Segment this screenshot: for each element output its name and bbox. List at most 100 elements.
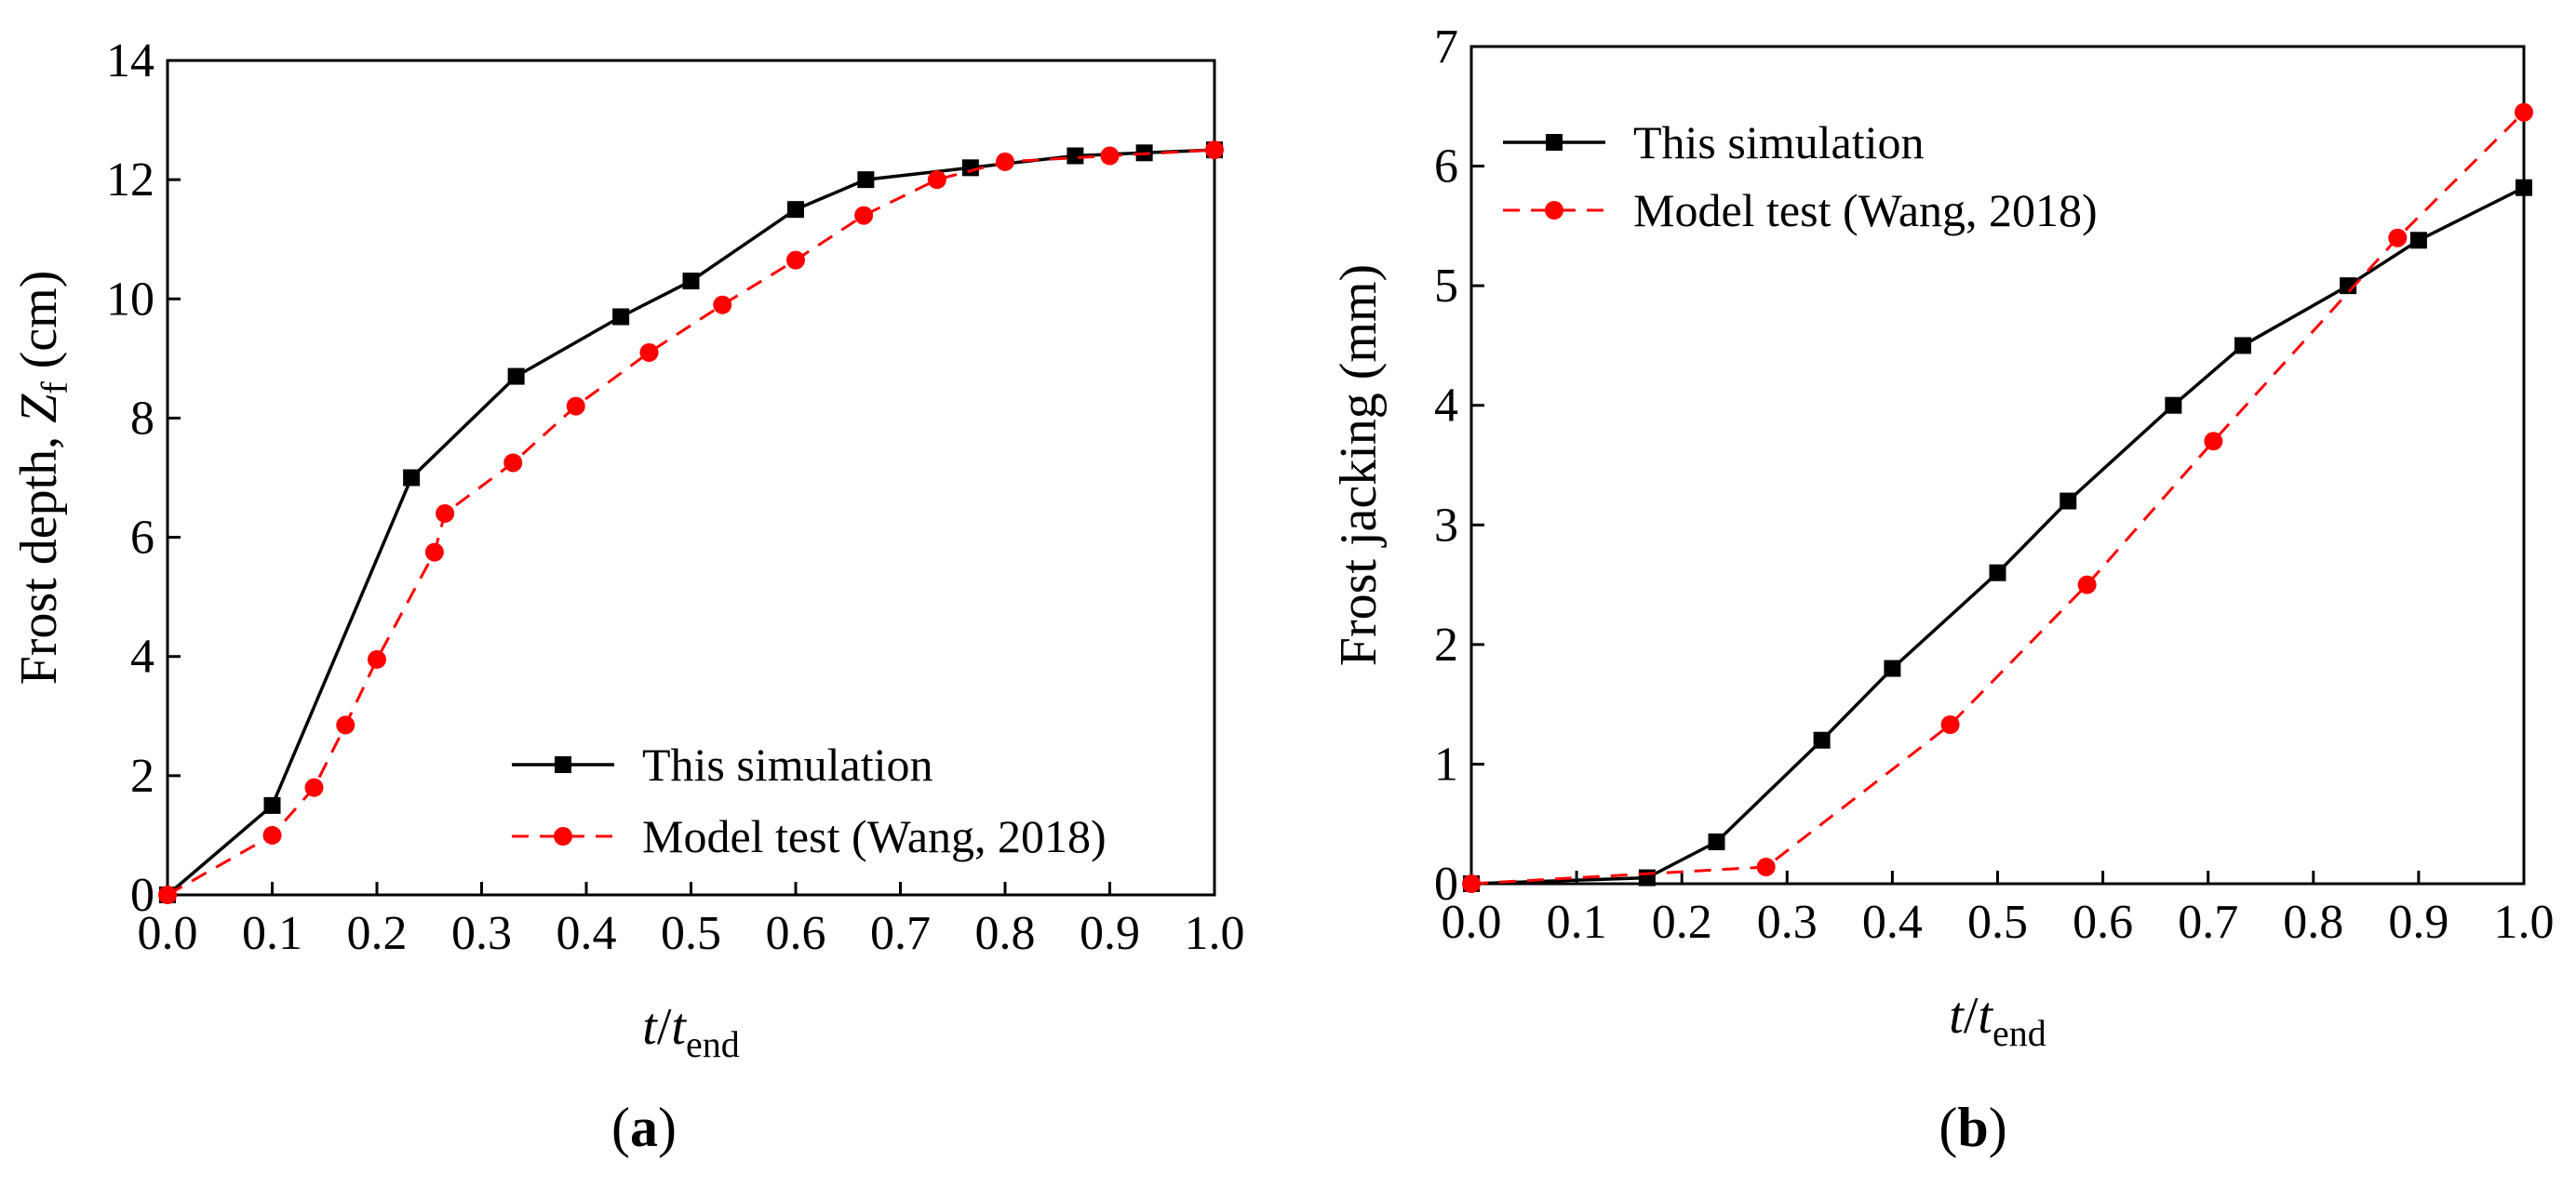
x-tick-label: 0.5 bbox=[661, 907, 721, 960]
data-point-circle bbox=[304, 778, 324, 797]
data-point-square bbox=[2409, 232, 2427, 249]
x-tick-label: 1.0 bbox=[1185, 907, 1245, 960]
data-point-circle bbox=[854, 206, 874, 225]
panel-label-open: ( bbox=[611, 1097, 630, 1158]
x-tick-label: 0.1 bbox=[1547, 896, 1607, 949]
data-point-circle bbox=[2204, 432, 2223, 451]
data-point-circle bbox=[368, 649, 386, 669]
legend-label: Model test (Wang, 2018) bbox=[642, 810, 1107, 862]
x-tick-label: 0.2 bbox=[347, 907, 408, 960]
x-tick-label: 0.3 bbox=[1757, 896, 1818, 949]
data-point-circle bbox=[2515, 102, 2533, 122]
data-point-circle bbox=[2388, 228, 2408, 247]
panel-label-letter: b bbox=[1957, 1097, 1988, 1158]
data-point-square bbox=[2234, 337, 2252, 354]
data-point-square bbox=[1708, 834, 1725, 850]
data-point-square bbox=[507, 367, 525, 385]
panel-label: (a) bbox=[611, 1097, 677, 1158]
x-axis-label-var: t bbox=[1949, 987, 1965, 1045]
y-tick-label: 1 bbox=[1434, 738, 1458, 791]
x-tick-label: 0.8 bbox=[2283, 896, 2343, 949]
x-tick-label: 0.1 bbox=[242, 907, 302, 960]
data-point-circle bbox=[786, 250, 805, 270]
series-model-test bbox=[158, 140, 1224, 904]
y-tick-label: 4 bbox=[130, 631, 154, 684]
data-point-circle bbox=[1205, 140, 1224, 160]
data-point-square bbox=[612, 308, 630, 326]
data-point-circle bbox=[424, 542, 444, 562]
x-tick-label: 0.8 bbox=[975, 907, 1036, 960]
series-simulation bbox=[1463, 179, 2532, 892]
x-tick-label: 0.4 bbox=[1862, 896, 1923, 949]
y-tick-label: 10 bbox=[106, 273, 154, 326]
y-tick-label: 7 bbox=[1434, 20, 1458, 73]
x-tick-label: 0.7 bbox=[2178, 896, 2238, 949]
data-point-square bbox=[2165, 396, 2182, 414]
x-tick-label: 0.6 bbox=[766, 907, 826, 960]
data-point-square bbox=[961, 159, 979, 177]
y-tick-label: 4 bbox=[1434, 380, 1458, 433]
x-axis-label-sub: end bbox=[1992, 1012, 2046, 1054]
legend-marker-square bbox=[1546, 134, 1563, 151]
series-line bbox=[1470, 186, 2525, 886]
data-point-square bbox=[1067, 147, 1084, 165]
panel-label: (b) bbox=[1939, 1097, 2006, 1158]
x-tick-label: 0.9 bbox=[1080, 907, 1140, 960]
x-axis-label: t/tend bbox=[1949, 987, 2046, 1054]
panel-label-close: ) bbox=[658, 1097, 677, 1158]
y-tick-label: 12 bbox=[106, 153, 154, 207]
data-point-circle bbox=[1940, 715, 1960, 734]
y-tick-label: 14 bbox=[106, 34, 154, 87]
y-tick-label: 0 bbox=[1434, 858, 1458, 911]
legend-label: This simulation bbox=[642, 739, 933, 791]
data-point-circle bbox=[566, 396, 585, 416]
data-point-circle bbox=[503, 453, 523, 473]
data-point-circle bbox=[336, 715, 356, 735]
y-tick-label: 2 bbox=[130, 750, 154, 803]
plot-frame bbox=[1469, 45, 2526, 886]
data-point-circle bbox=[1462, 874, 1481, 893]
chart-panel-b: 0.0 0.1 0.2 0.3 0.4 0.5 0.6 0.7 0.8 0.9 1.0 0 1 2 3 4 5 6… bbox=[1330, 20, 2555, 1158]
panel-label-close: ) bbox=[1989, 1097, 2007, 1158]
x-axis-label-slash: / bbox=[657, 998, 672, 1056]
x-tick-label: 0.9 bbox=[2388, 896, 2449, 949]
y-axis-label-text: Frost jacking (mm) bbox=[1330, 264, 1388, 666]
data-point-square bbox=[1813, 731, 1831, 749]
data-point-circle bbox=[1100, 146, 1120, 166]
legend: This simulation Model test (Wang, 2018) bbox=[1503, 116, 2098, 236]
data-point-square bbox=[2059, 492, 2077, 510]
y-axis-label: Frost depth, Zf (cm) bbox=[10, 271, 75, 686]
legend-label: This simulation bbox=[1633, 116, 1925, 168]
y-tick-label: 6 bbox=[130, 512, 154, 565]
data-point-square bbox=[1989, 564, 2006, 581]
x-tick-label: 0.2 bbox=[1652, 896, 1712, 949]
x-axis-label-var2: t bbox=[1978, 987, 1993, 1045]
y-tick-label: 3 bbox=[1434, 499, 1458, 552]
legend-marker-circle bbox=[554, 827, 572, 846]
x-axis-label-var: t bbox=[642, 998, 658, 1056]
data-point-square bbox=[857, 171, 875, 189]
data-point-square bbox=[1884, 660, 1901, 677]
data-point-square bbox=[263, 796, 281, 814]
y-axis-label-unit: (cm) bbox=[10, 271, 68, 382]
x-tick-label: 0.6 bbox=[2073, 896, 2133, 949]
data-point-circle bbox=[639, 342, 659, 362]
y-tick-label: 8 bbox=[130, 392, 154, 445]
legend-marker-circle bbox=[1545, 201, 1563, 220]
panel-label-open: ( bbox=[1939, 1097, 1957, 1158]
panel-label-letter: a bbox=[630, 1097, 658, 1158]
data-point-square bbox=[2516, 179, 2532, 196]
x-axis-label-var2: t bbox=[671, 998, 687, 1056]
x-tick-label: 0.4 bbox=[557, 907, 617, 960]
x-axis-label-slash: / bbox=[1964, 987, 1979, 1045]
y-tick-label: 6 bbox=[1434, 140, 1458, 193]
data-point-circle bbox=[158, 886, 177, 904]
data-point-square bbox=[1638, 869, 1656, 887]
y-axis-label-sub: f bbox=[34, 381, 75, 394]
y-tick-label: 0 bbox=[130, 869, 154, 922]
chart-panel-a: 0.0 0.1 0.2 0.3 0.4 0.5 0.6 0.7 0.8 0.9 1.0 0 2 4 6 8 10… bbox=[10, 34, 1245, 1158]
y-tick-label: 2 bbox=[1434, 619, 1458, 672]
x-axis-label: t/tend bbox=[642, 998, 739, 1065]
data-point-circle bbox=[2077, 575, 2097, 594]
